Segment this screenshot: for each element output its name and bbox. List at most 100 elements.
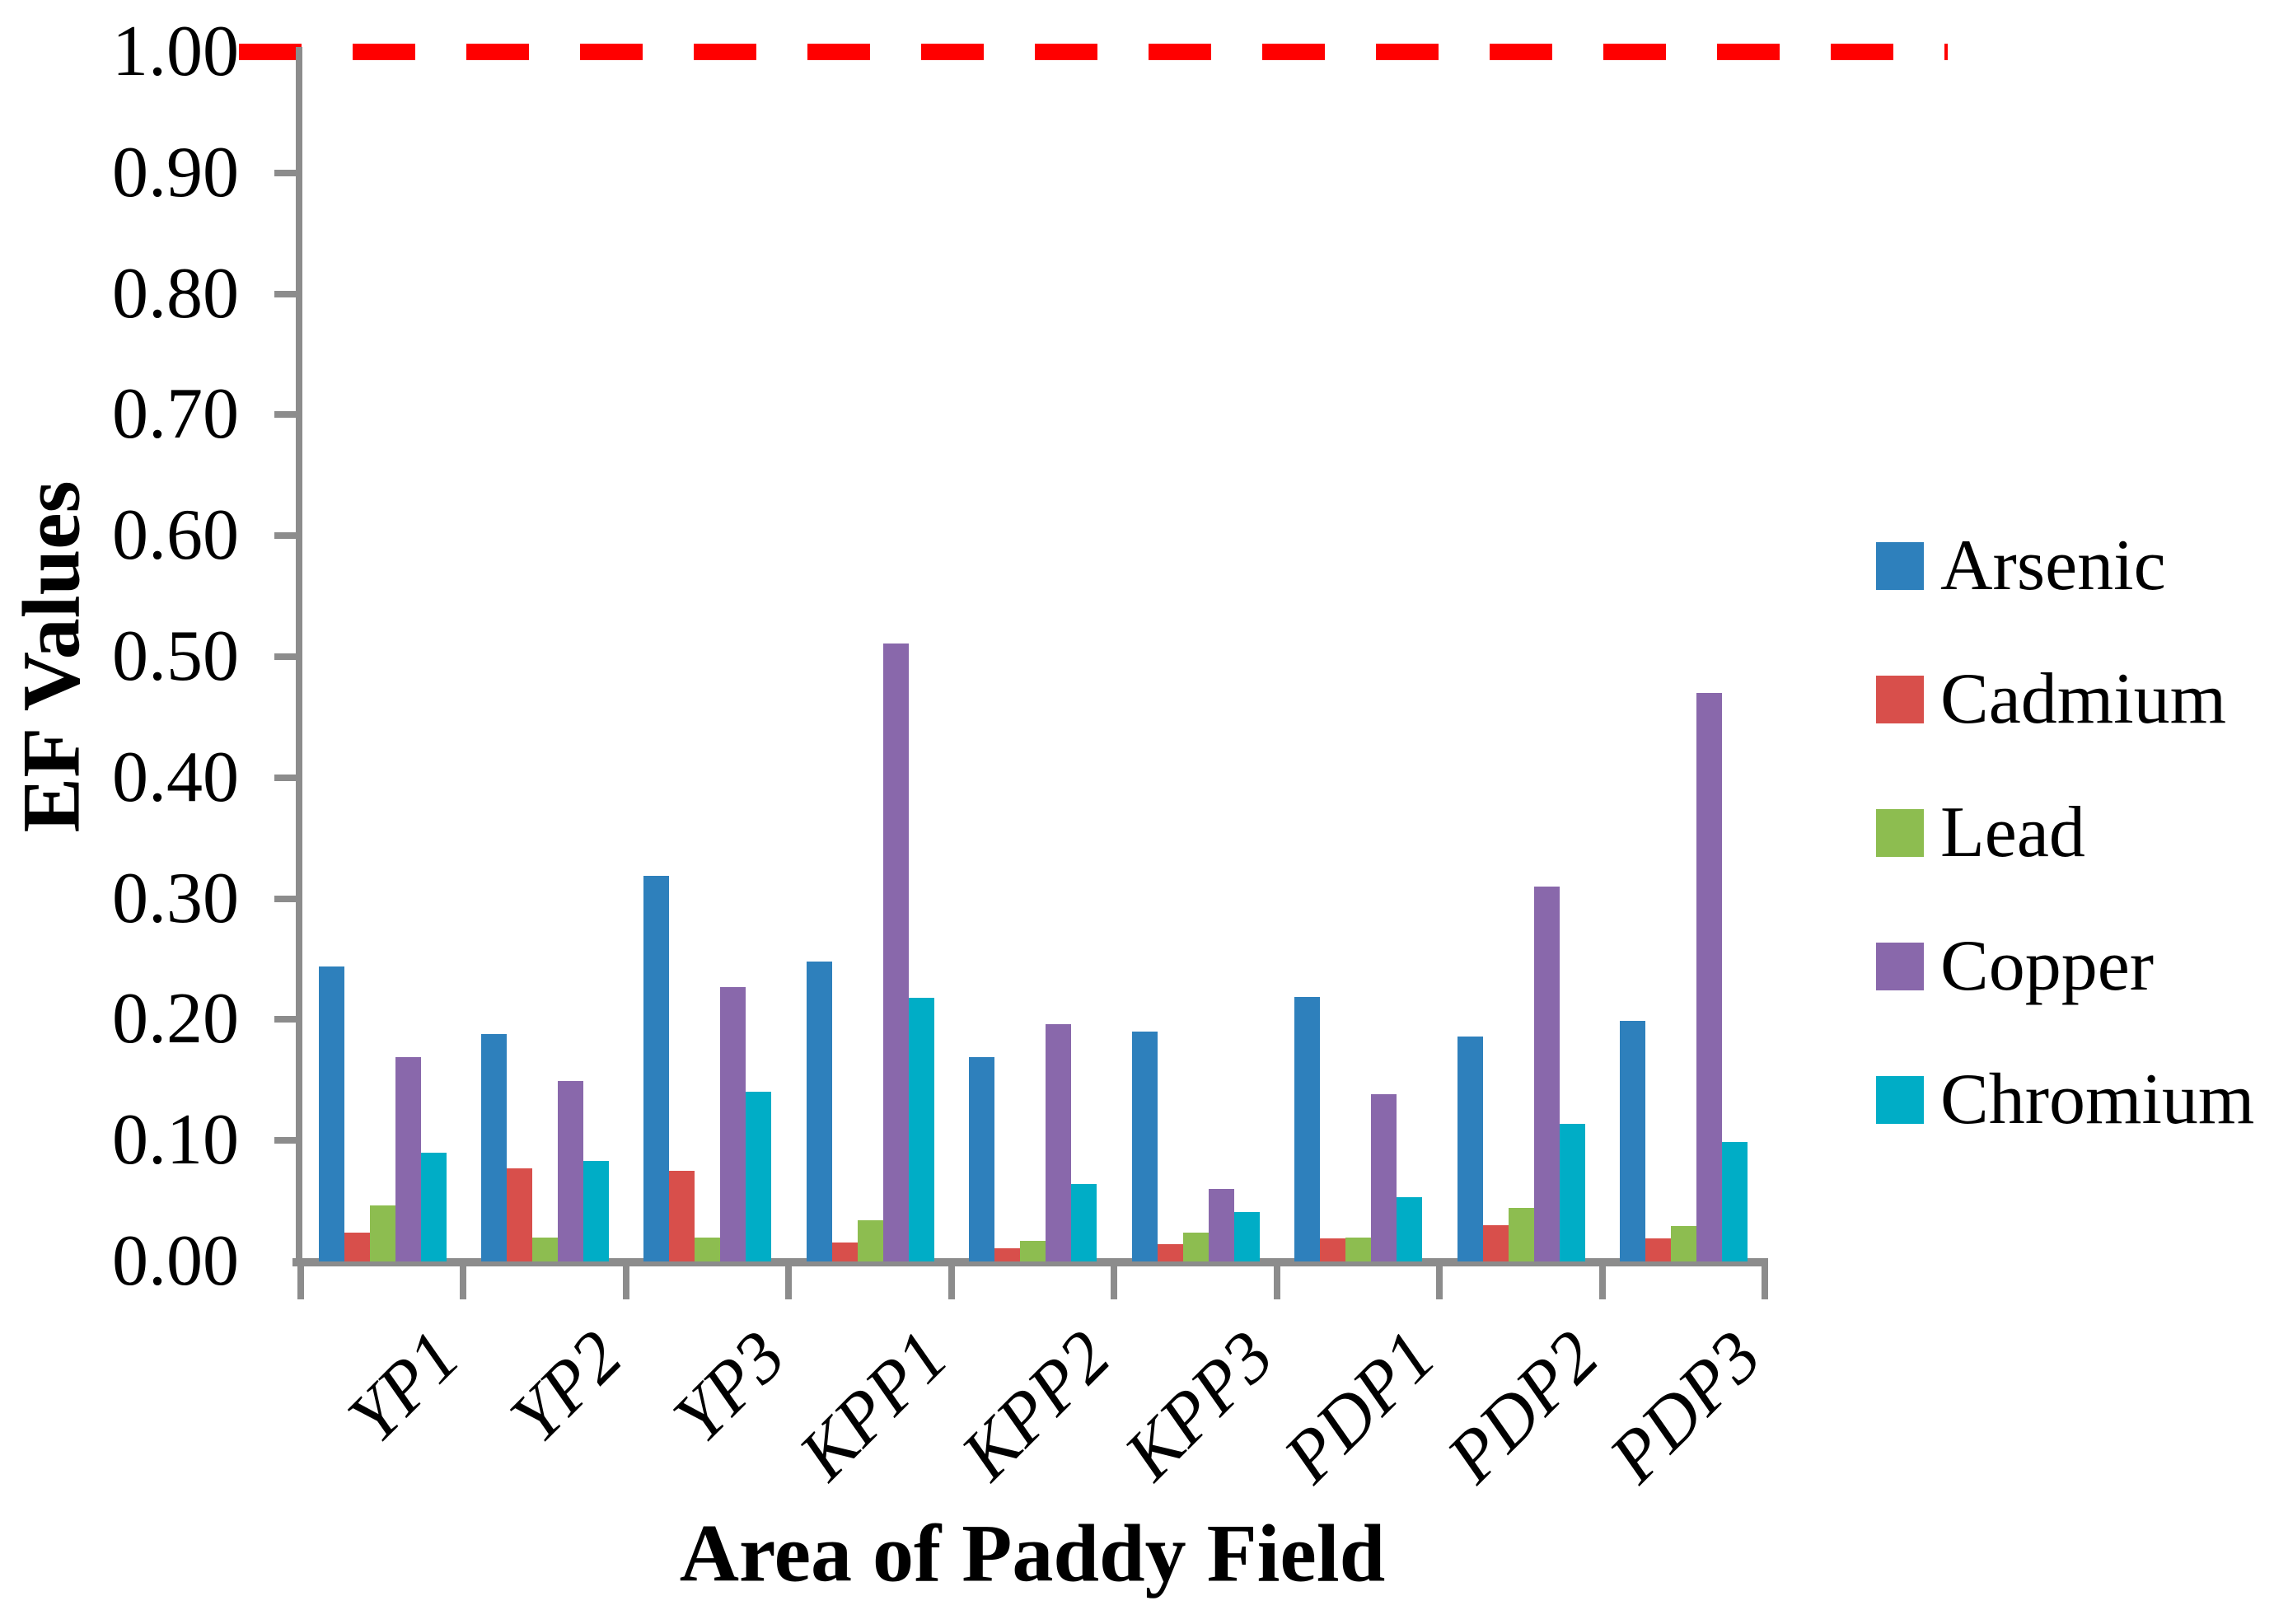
bar-cadmium-pdp1: [1320, 1238, 1346, 1261]
x-tick-7: [1436, 1261, 1443, 1299]
bar-arsenic-pdp1: [1294, 996, 1321, 1261]
bar-chromium-yp1: [420, 1152, 447, 1261]
x-category-label-pdp3: PDP3: [1594, 1316, 1777, 1498]
bar-lead-yp3: [695, 1237, 721, 1261]
bar-arsenic-yp2: [480, 1034, 507, 1261]
y-tick-label-0.20: 0.20: [112, 979, 239, 1060]
x-axis-line: [292, 1258, 1768, 1266]
x-category-label-kpp3: KPP3: [1109, 1316, 1289, 1495]
x-tick-9: [1762, 1261, 1768, 1299]
x-tick-6: [1273, 1261, 1280, 1299]
y-tick-label-1.00: 1.00: [112, 12, 239, 91]
bar-lead-yp2: [531, 1237, 558, 1261]
legend-label-copper: Copper: [1940, 926, 2155, 1006]
bar-lead-kpp2: [1020, 1241, 1046, 1261]
legend-swatch-chromium: [1876, 1076, 1924, 1124]
legend-entry-lead: Lead: [1876, 792, 2085, 874]
legend-swatch-lead: [1876, 809, 1924, 857]
bar-copper-kpp3: [1208, 1188, 1234, 1261]
bar-chromium-kpp2: [1071, 1184, 1097, 1261]
y-tick-label-0.00: 0.00: [112, 1221, 239, 1301]
y-tick-0.90: [274, 169, 299, 176]
y-tick-label-0.90: 0.90: [112, 132, 239, 213]
legend-swatch-cadmium: [1876, 676, 1924, 723]
bar-arsenic-yp1: [318, 966, 344, 1261]
y-tick-label-0.10: 0.10: [112, 1100, 239, 1181]
bar-chromium-kpp1: [908, 997, 934, 1261]
bar-arsenic-pdp2: [1457, 1036, 1483, 1261]
bar-arsenic-pdp3: [1620, 1020, 1646, 1261]
bar-lead-kpp3: [1182, 1232, 1209, 1261]
bar-lead-pdp2: [1508, 1208, 1534, 1261]
x-tick-8: [1598, 1261, 1606, 1299]
bar-lead-kpp1: [857, 1220, 883, 1261]
y-tick-0.30: [274, 895, 299, 902]
x-category-label-yp1: YP1: [333, 1316, 475, 1458]
x-axis-title: Area of Paddy Field: [679, 1507, 1386, 1599]
y-tick-label-0.30: 0.30: [112, 858, 239, 938]
bar-cadmium-kpp3: [1157, 1244, 1183, 1261]
y-tick-label-0.60: 0.60: [112, 495, 239, 576]
y-tick-0.10: [274, 1137, 299, 1144]
legend-entry-chromium: Chromium: [1876, 1059, 2254, 1141]
legend-label-lead: Lead: [1940, 793, 2085, 873]
bar-cadmium-pdp2: [1482, 1224, 1509, 1261]
bar-cadmium-yp1: [344, 1232, 370, 1261]
bar-cadmium-pdp3: [1645, 1238, 1672, 1261]
bar-chromium-yp3: [746, 1092, 772, 1261]
bar-copper-pdp2: [1533, 886, 1560, 1261]
y-tick-label-0.70: 0.70: [112, 374, 239, 455]
bar-copper-kpp1: [882, 643, 909, 1261]
y-axis-line: [296, 47, 302, 1266]
bar-lead-yp1: [369, 1205, 395, 1261]
x-tick-0: [297, 1261, 304, 1299]
bar-copper-kpp2: [1046, 1024, 1072, 1261]
x-category-label-kpp2: KPP2: [947, 1316, 1126, 1495]
bar-cadmium-yp3: [669, 1170, 695, 1261]
x-tick-3: [785, 1261, 793, 1299]
bar-chromium-yp2: [583, 1161, 609, 1261]
bar-chromium-pdp2: [1559, 1123, 1585, 1261]
y-tick-label-0.80: 0.80: [112, 253, 239, 334]
y-tick-0.60: [274, 532, 299, 540]
bar-cadmium-kpp2: [994, 1247, 1021, 1261]
y-tick-label-0.50: 0.50: [112, 616, 239, 696]
bar-lead-pdp3: [1671, 1226, 1697, 1261]
y-tick-0.50: [274, 653, 299, 660]
bar-copper-pdp3: [1696, 693, 1723, 1261]
x-category-label-pdp2: PDP2: [1432, 1316, 1614, 1498]
bar-arsenic-kpp3: [1131, 1032, 1158, 1261]
bar-chromium-kpp3: [1233, 1211, 1260, 1261]
y-tick-0.40: [274, 774, 299, 781]
bar-copper-yp1: [395, 1056, 421, 1261]
bar-chromium-pdp3: [1722, 1141, 1748, 1261]
bar-arsenic-kpp2: [969, 1056, 995, 1261]
x-tick-2: [622, 1261, 629, 1299]
legend-label-arsenic: Arsenic: [1940, 526, 2166, 606]
bar-lead-pdp1: [1345, 1237, 1372, 1261]
legend-entry-copper: Copper: [1876, 925, 2154, 1008]
legend-swatch-copper: [1876, 943, 1924, 990]
bar-cadmium-yp2: [506, 1168, 532, 1261]
reference-line-dashed: [239, 44, 1948, 60]
bar-arsenic-yp3: [643, 875, 670, 1261]
x-category-label-yp2: YP2: [495, 1316, 639, 1458]
y-tick-label-0.40: 0.40: [112, 737, 239, 817]
y-tick-0.20: [274, 1016, 299, 1023]
legend-entry-cadmium: Cadmium: [1876, 658, 2226, 741]
x-tick-4: [947, 1261, 955, 1299]
bar-arsenic-kpp1: [806, 961, 832, 1261]
x-category-label-kpp1: KPP1: [784, 1316, 963, 1495]
bar-cadmium-kpp1: [831, 1242, 858, 1261]
legend-entry-arsenic: Arsenic: [1876, 525, 2166, 607]
x-category-label-pdp1: PDP1: [1269, 1316, 1452, 1498]
x-tick-5: [1111, 1261, 1118, 1299]
x-category-label-yp3: YP3: [658, 1316, 801, 1458]
bar-copper-yp2: [557, 1081, 583, 1261]
bar-chromium-pdp1: [1397, 1197, 1423, 1261]
bar-copper-yp3: [720, 986, 746, 1261]
legend-label-chromium: Chromium: [1940, 1060, 2255, 1140]
x-tick-1: [460, 1261, 467, 1299]
y-tick-0.70: [274, 411, 299, 419]
